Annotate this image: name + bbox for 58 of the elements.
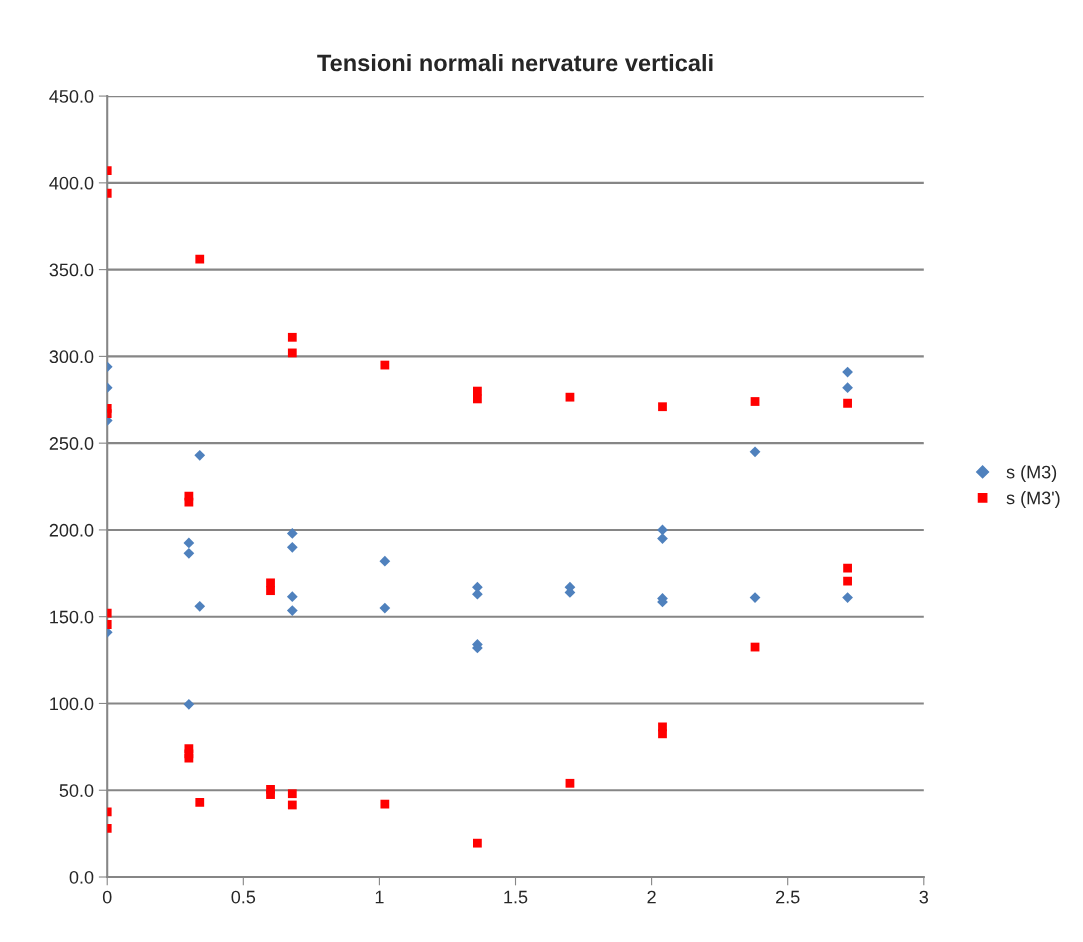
y-tick-label: 450.0	[49, 90, 94, 103]
point	[749, 446, 761, 458]
point	[286, 541, 298, 553]
point	[380, 799, 390, 809]
y-tick-label: 400.0	[49, 176, 94, 190]
point	[843, 576, 852, 586]
x-tick-label: 3	[919, 890, 929, 904]
point	[658, 729, 667, 739]
point	[195, 797, 205, 807]
y-tick-label: 250.0	[49, 437, 94, 450]
point	[750, 397, 760, 406]
point	[183, 698, 195, 710]
y-tick-label: 300.0	[49, 350, 94, 364]
point	[194, 600, 206, 612]
point	[194, 449, 206, 461]
chart-title: Tensioni normali nervature verticali	[317, 53, 713, 72]
point	[286, 605, 298, 616]
point	[184, 753, 194, 763]
point	[380, 360, 390, 370]
point	[565, 778, 575, 788]
y-tick-label: 50.0	[59, 784, 94, 797]
point	[287, 800, 297, 810]
x-tick-label: 0.5	[231, 890, 256, 904]
y-tick-label: 350.0	[49, 263, 94, 277]
point	[842, 592, 853, 603]
point	[183, 537, 195, 549]
point	[287, 348, 297, 358]
point	[658, 402, 667, 412]
y-tick-label: 150.0	[50, 610, 94, 624]
legend-label: s (M3')	[1006, 491, 1060, 508]
point	[843, 398, 852, 408]
x-tick-label: 2.5	[776, 890, 800, 904]
point	[657, 533, 668, 544]
point	[379, 555, 391, 567]
point	[749, 592, 761, 603]
point	[287, 789, 297, 799]
point	[266, 790, 275, 799]
y-tick-label: 100.0	[50, 697, 94, 711]
x-tick-label: 0	[102, 890, 112, 904]
point	[565, 392, 575, 402]
x-tick-label: 2	[647, 890, 656, 904]
legend-label: s (M3)	[1006, 465, 1057, 483]
x-tick-label: 1	[375, 890, 384, 904]
point	[843, 563, 852, 573]
point	[266, 586, 275, 596]
point	[473, 838, 482, 848]
x-tick-label: 1.5	[504, 890, 528, 904]
point	[842, 382, 853, 394]
point	[287, 332, 297, 342]
point	[286, 591, 298, 603]
y-tick-label: 200.0	[49, 523, 94, 537]
point	[183, 547, 195, 559]
point	[286, 528, 298, 539]
point	[184, 497, 194, 507]
y-tick-label: 0.0	[69, 870, 94, 884]
point	[195, 254, 205, 264]
point	[379, 602, 391, 614]
point	[473, 394, 482, 404]
